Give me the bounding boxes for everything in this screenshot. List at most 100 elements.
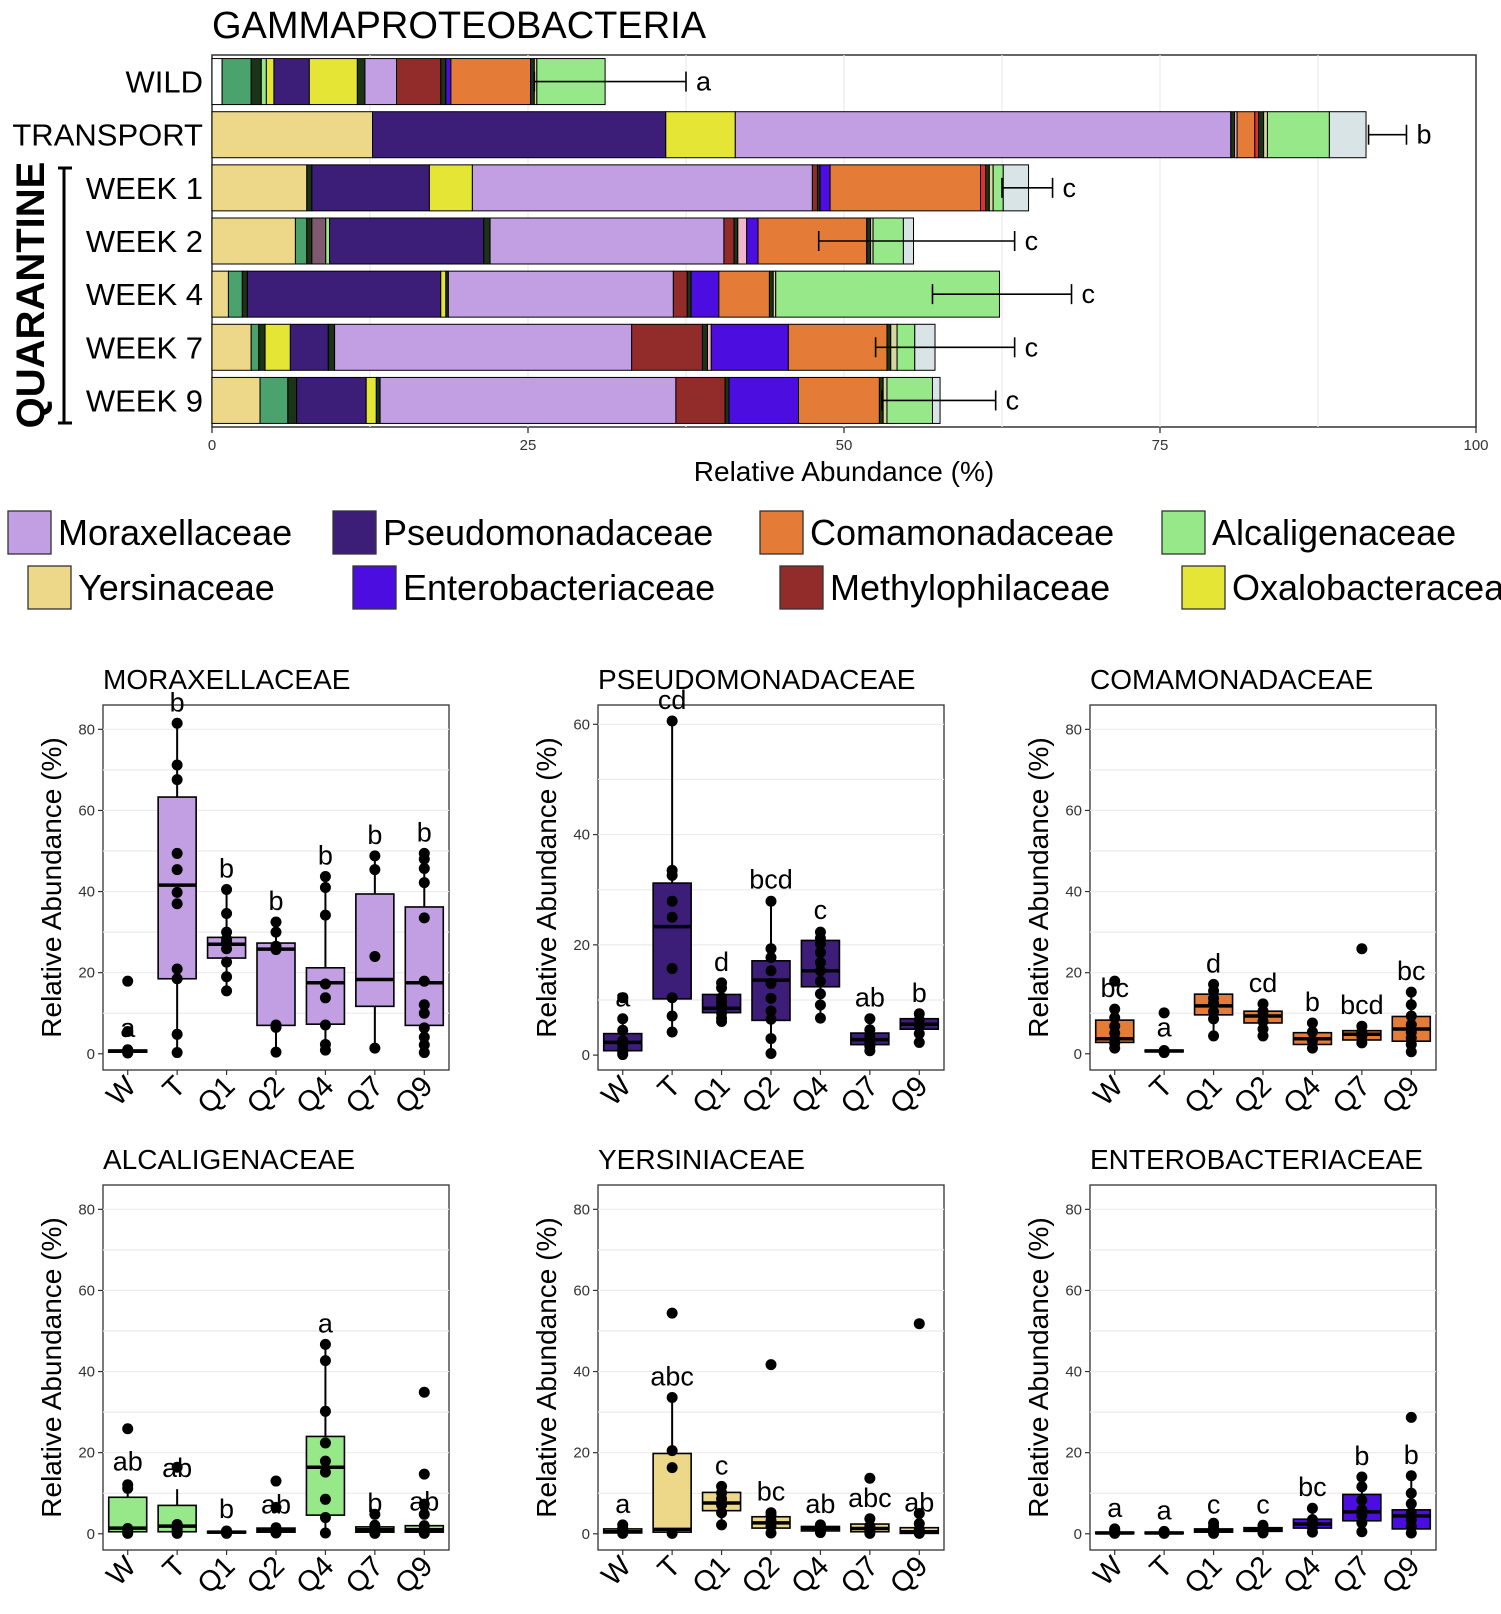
data-point: [765, 895, 777, 907]
data-point: [617, 1013, 629, 1025]
data-point: [1405, 1487, 1417, 1499]
data-point: [171, 963, 183, 975]
significance-letter: a: [1107, 1493, 1123, 1523]
y-axis-label: Relative Abundance (%): [1023, 1217, 1054, 1517]
data-point: [716, 1480, 728, 1492]
legend-swatch: [759, 510, 804, 555]
data-point: [1405, 1498, 1417, 1510]
x-tick-label: W: [596, 1550, 638, 1592]
data-point: [765, 943, 777, 955]
data-point: [122, 1479, 134, 1491]
bar-segment-enterobacteriaceae: [819, 164, 831, 212]
significance-letter: bcd: [1340, 990, 1384, 1020]
bar-segment-yersinaceae: [211, 323, 252, 371]
data-point: [319, 871, 331, 883]
data-point: [418, 862, 430, 874]
significance-letter: ab: [162, 1453, 192, 1483]
data-point: [270, 916, 282, 928]
data-point: [666, 1010, 678, 1022]
x-tick-label: T: [1144, 1550, 1179, 1585]
significance-letter: cd: [1249, 968, 1278, 998]
data-point: [319, 992, 331, 1004]
x-tick-label: 0: [208, 437, 216, 454]
significance-letter: bc: [1100, 973, 1129, 1003]
bar-segment-pseudomonadaceae: [289, 323, 329, 371]
data-point: [1109, 1012, 1121, 1024]
y-tick-label: 40: [1065, 884, 1082, 901]
data-point: [319, 1038, 331, 1050]
x-tick-label: Q1: [192, 1550, 242, 1600]
data-point: [171, 1028, 183, 1040]
data-point: [171, 847, 183, 859]
x-tick-label: W: [101, 1550, 143, 1592]
bar-segment-other: [988, 164, 994, 212]
data-point: [913, 1008, 925, 1020]
data-point: [765, 1033, 777, 1045]
boxplot-panel-comamonadaceae: COMAMONADACEAE 0 20 40 60 80 Relative Abundanc…: [1023, 664, 1437, 1120]
data-point: [122, 1423, 134, 1435]
data-point: [369, 950, 381, 962]
data-point: [666, 895, 678, 907]
data-point: [122, 975, 134, 987]
y-axis-label: Relative Abundance (%): [36, 1217, 67, 1517]
data-point: [617, 1035, 629, 1047]
bar-segment-other: [294, 217, 308, 265]
data-point: [270, 940, 282, 952]
bar-segment-comamonadaceae: [718, 270, 770, 318]
y-tick-label: 60: [1065, 1282, 1082, 1299]
x-tick-label: W: [1088, 1070, 1130, 1112]
x-tick-label: Q9: [389, 1070, 439, 1120]
significance-letter: c: [1025, 226, 1039, 256]
data-point: [319, 1466, 331, 1478]
data-point: [864, 1472, 876, 1484]
data-point: [270, 1475, 282, 1487]
data-point: [1405, 1411, 1417, 1423]
x-tick-label: Q4: [1277, 1550, 1327, 1600]
x-tick-label: Q7: [340, 1550, 390, 1600]
bar-segment-other: [211, 58, 223, 106]
x-tick-label: 100: [1463, 437, 1488, 454]
x-tick-label: Q9: [884, 1550, 934, 1600]
boxplot-panel-enterobacteriaceae: ENTEROBACTERIACEAE 0 20 40 60 80 Relative Abun…: [1023, 1144, 1437, 1600]
data-point: [369, 850, 381, 862]
data-point: [221, 884, 233, 896]
bar-segment-other: [221, 58, 252, 106]
significance-letter: a: [120, 1013, 136, 1043]
bar-segment-comamonadaceae: [829, 164, 982, 212]
data-point: [913, 1508, 925, 1519]
data-point: [814, 956, 826, 968]
bar-segment-enterobacteriaceae: [690, 270, 720, 318]
data-point: [171, 973, 183, 985]
data-point: [369, 1519, 381, 1531]
data-point: [221, 971, 233, 983]
box: [355, 893, 395, 1008]
data-point: [319, 909, 331, 921]
data-point: [418, 999, 430, 1011]
bar-segment-other: [1254, 111, 1260, 159]
data-point: [319, 1437, 331, 1449]
y-tick-label: 20: [573, 937, 590, 954]
boxplot-panel-moraxellaceae: MORAXELLACEAE 0 20 40 60 80 Relative Abundance…: [36, 664, 450, 1120]
bar-segment-alcaligenaceae: [1266, 111, 1330, 159]
significance-letter: ab: [409, 1486, 439, 1516]
panel-frame: [1089, 1184, 1437, 1551]
significance-letter: a: [696, 67, 712, 97]
legend-label: Alcaligenaceae: [1212, 512, 1456, 553]
legend-label: Methylophilaceae: [830, 567, 1110, 608]
bar-segment-other: [1328, 111, 1367, 159]
x-tick-label: Q9: [1376, 1550, 1426, 1600]
bar-segment-oxalobacteraceae: [665, 111, 736, 159]
data-point: [814, 1519, 826, 1531]
data-point: [617, 992, 629, 1004]
data-point: [864, 1024, 876, 1036]
x-tick-label: Q2: [241, 1550, 291, 1600]
data-point: [814, 926, 826, 938]
data-point: [1158, 1007, 1170, 1019]
y-tick-label: 80: [78, 1201, 95, 1218]
data-point: [221, 907, 233, 919]
data-point: [1356, 1481, 1368, 1493]
x-tick-label: Q2: [1228, 1070, 1278, 1120]
y-tick-label: 20: [573, 1445, 590, 1462]
y-tick-label: 20: [78, 1445, 95, 1462]
data-point: [171, 864, 183, 876]
